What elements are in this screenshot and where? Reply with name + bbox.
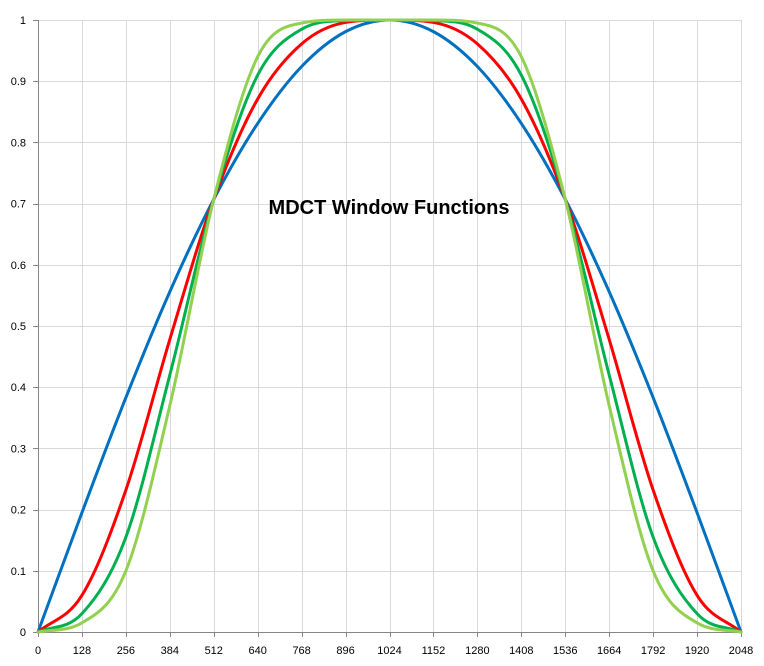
y-tick-label: 0.3 (11, 443, 26, 455)
y-tick-label: 0.5 (11, 321, 26, 333)
x-tick-label: 1152 (422, 645, 446, 657)
y-tick-label: 0.6 (11, 260, 26, 272)
x-tick-label: 1408 (509, 645, 533, 657)
x-tick-labels: 0 128 256 384 512 640 768 896 1024 1152 1280 1408 15… (35, 645, 753, 657)
y-tick-label: 0.7 (11, 199, 26, 211)
y-tick-label: 0 (20, 627, 26, 639)
x-tick-label: 1024 (377, 645, 401, 657)
chart-title: MDCT Window Functions (269, 197, 510, 219)
y-tick-label: 0.2 (11, 505, 26, 517)
x-tick-label: 128 (73, 645, 91, 657)
x-tick-label: 1536 (553, 645, 577, 657)
y-tick-label: 0.4 (11, 382, 26, 394)
series-line-4 (36, 18, 743, 634)
x-tick-label: 1920 (685, 645, 709, 657)
y-tick-label: 0.9 (11, 76, 26, 88)
series-lines (36, 18, 743, 634)
gridlines (38, 20, 742, 632)
x-tick-label: 1792 (641, 645, 665, 657)
x-tick-label: 768 (292, 645, 310, 657)
axes (33, 20, 742, 637)
y-tick-labels: 0 0.1 0.2 0.3 0.4 0.5 0.6 0.7 0.8 0.9 1 (11, 15, 26, 639)
x-tick-label: 256 (117, 645, 135, 657)
x-tick-label: 2048 (729, 645, 753, 657)
x-tick-label: 512 (205, 645, 223, 657)
y-tick-label: 0.1 (11, 566, 26, 578)
x-tick-label: 896 (336, 645, 354, 657)
x-tick-label: 0 (35, 645, 41, 657)
x-tick-label: 1280 (465, 645, 489, 657)
y-tick-label: 1 (20, 15, 26, 27)
x-tick-label: 384 (161, 645, 179, 657)
x-tick-label: 1664 (597, 645, 621, 657)
x-tick-label: 640 (249, 645, 267, 657)
y-tick-label: 0.8 (11, 137, 26, 149)
